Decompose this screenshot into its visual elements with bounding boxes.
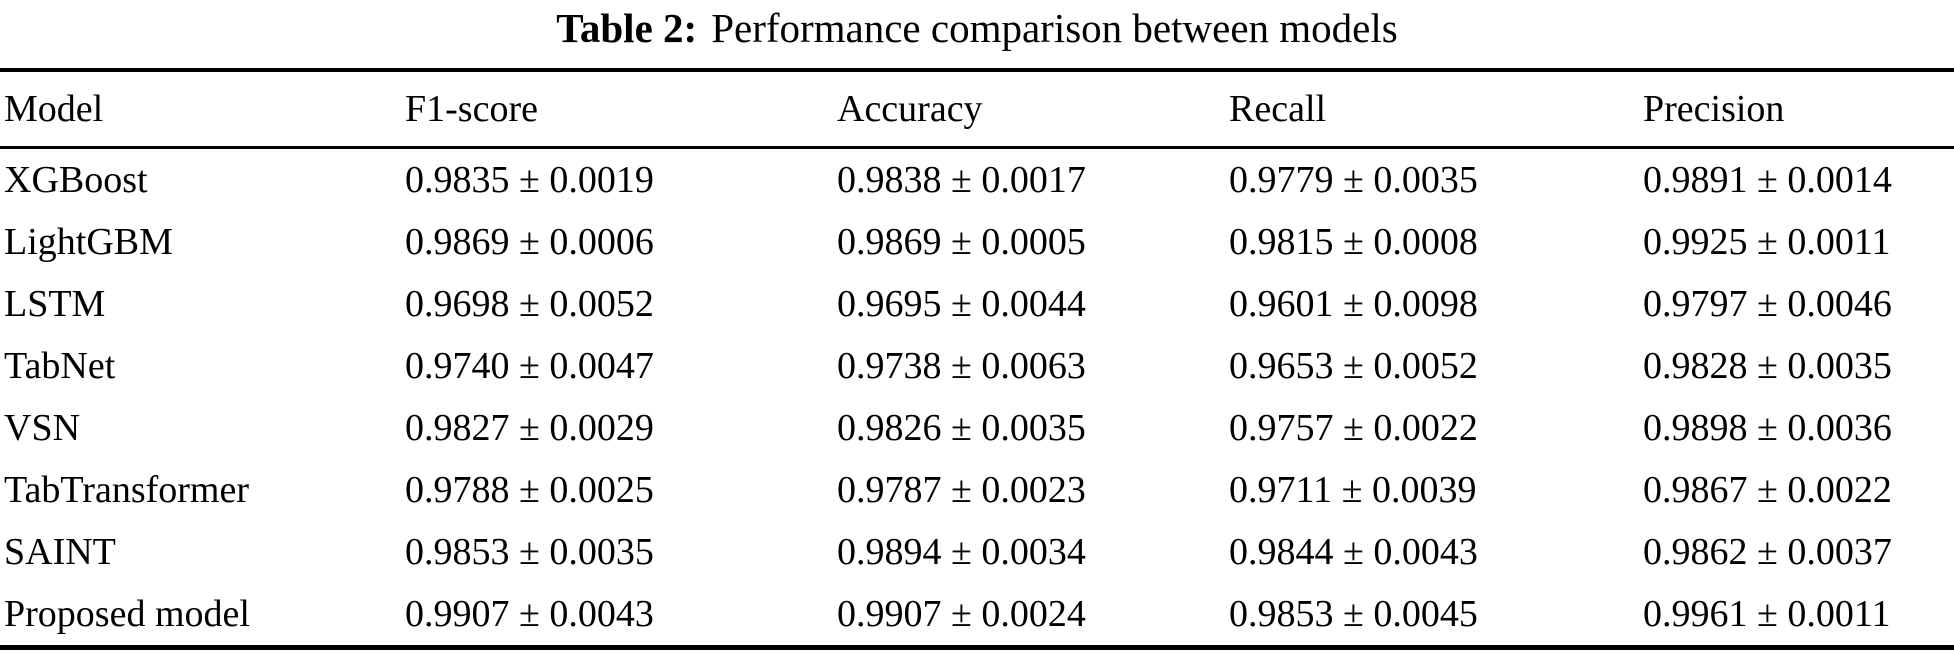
table-caption-label: Table 2: <box>556 5 698 51</box>
cell-f1-score: 0.9698 ± 0.0052 <box>405 283 654 325</box>
column-header-recall: Recall <box>1229 70 1643 149</box>
cell-model: TabTransformer <box>4 469 249 511</box>
cell-recall: 0.9757 ± 0.0022 <box>1229 407 1478 449</box>
table-row: TabNet 0.9740 ± 0.0047 0.9738 ± 0.0063 0… <box>0 335 1954 397</box>
cell-precision: 0.9961 ± 0.0011 <box>1643 593 1891 635</box>
cell-model: TabNet <box>4 345 116 387</box>
column-header-accuracy: Accuracy <box>837 70 1229 149</box>
table-caption-text: Performance comparison between models <box>711 5 1398 51</box>
column-header-precision: Precision <box>1643 70 1954 149</box>
cell-f1-score: 0.9788 ± 0.0025 <box>405 469 654 511</box>
cell-precision: 0.9898 ± 0.0036 <box>1643 407 1892 449</box>
cell-f1-score: 0.9835 ± 0.0019 <box>405 159 654 201</box>
table-row: LightGBM 0.9869 ± 0.0006 0.9869 ± 0.0005… <box>0 211 1954 273</box>
cell-accuracy: 0.9869 ± 0.0005 <box>837 221 1086 263</box>
table-caption: Table 2: Performance comparison between m… <box>0 0 1954 52</box>
cell-accuracy: 0.9738 ± 0.0063 <box>837 345 1086 387</box>
cell-precision: 0.9891 ± 0.0014 <box>1643 159 1892 201</box>
column-header-model: Model <box>0 70 405 149</box>
cell-f1-score: 0.9827 ± 0.0029 <box>405 407 654 449</box>
cell-recall: 0.9853 ± 0.0045 <box>1229 593 1478 635</box>
performance-table: Model F1-score Accuracy Recall Precision… <box>0 68 1954 650</box>
cell-model: Proposed model <box>4 593 250 635</box>
cell-recall: 0.9653 ± 0.0052 <box>1229 345 1478 387</box>
cell-recall: 0.9844 ± 0.0043 <box>1229 531 1478 573</box>
cell-precision: 0.9925 ± 0.0011 <box>1643 221 1891 263</box>
cell-f1-score: 0.9853 ± 0.0035 <box>405 531 654 573</box>
cell-recall: 0.9711 ± 0.0039 <box>1229 469 1477 511</box>
column-header-f1-score: F1-score <box>405 70 837 149</box>
cell-accuracy: 0.9894 ± 0.0034 <box>837 531 1086 573</box>
cell-accuracy: 0.9695 ± 0.0044 <box>837 283 1086 325</box>
table-row: XGBoost 0.9835 ± 0.0019 0.9838 ± 0.0017 … <box>0 148 1954 212</box>
table-row: Proposed model 0.9907 ± 0.0043 0.9907 ± … <box>0 583 1954 648</box>
cell-recall: 0.9601 ± 0.0098 <box>1229 283 1478 325</box>
cell-model: LSTM <box>4 283 106 325</box>
cell-precision: 0.9828 ± 0.0035 <box>1643 345 1892 387</box>
cell-recall: 0.9815 ± 0.0008 <box>1229 221 1478 263</box>
cell-model: VSN <box>4 407 81 449</box>
cell-model: LightGBM <box>4 221 173 263</box>
header-row: Model F1-score Accuracy Recall Precision <box>0 70 1954 149</box>
cell-model: SAINT <box>4 531 116 573</box>
cell-precision: 0.9862 ± 0.0037 <box>1643 531 1892 573</box>
table-row: TabTransformer 0.9788 ± 0.0025 0.9787 ± … <box>0 459 1954 521</box>
cell-precision: 0.9867 ± 0.0022 <box>1643 469 1892 511</box>
cell-accuracy: 0.9838 ± 0.0017 <box>837 159 1086 201</box>
table-row: LSTM 0.9698 ± 0.0052 0.9695 ± 0.0044 0.9… <box>0 273 1954 335</box>
cell-accuracy: 0.9787 ± 0.0023 <box>837 469 1086 511</box>
cell-accuracy: 0.9826 ± 0.0035 <box>837 407 1086 449</box>
cell-recall: 0.9779 ± 0.0035 <box>1229 159 1478 201</box>
cell-precision: 0.9797 ± 0.0046 <box>1643 283 1892 325</box>
cell-f1-score: 0.9740 ± 0.0047 <box>405 345 654 387</box>
table-row: SAINT 0.9853 ± 0.0035 0.9894 ± 0.0034 0.… <box>0 521 1954 583</box>
cell-f1-score: 0.9907 ± 0.0043 <box>405 593 654 635</box>
cell-f1-score: 0.9869 ± 0.0006 <box>405 221 654 263</box>
cell-model: XGBoost <box>4 159 148 201</box>
cell-accuracy: 0.9907 ± 0.0024 <box>837 593 1086 635</box>
table-row: VSN 0.9827 ± 0.0029 0.9826 ± 0.0035 0.97… <box>0 397 1954 459</box>
